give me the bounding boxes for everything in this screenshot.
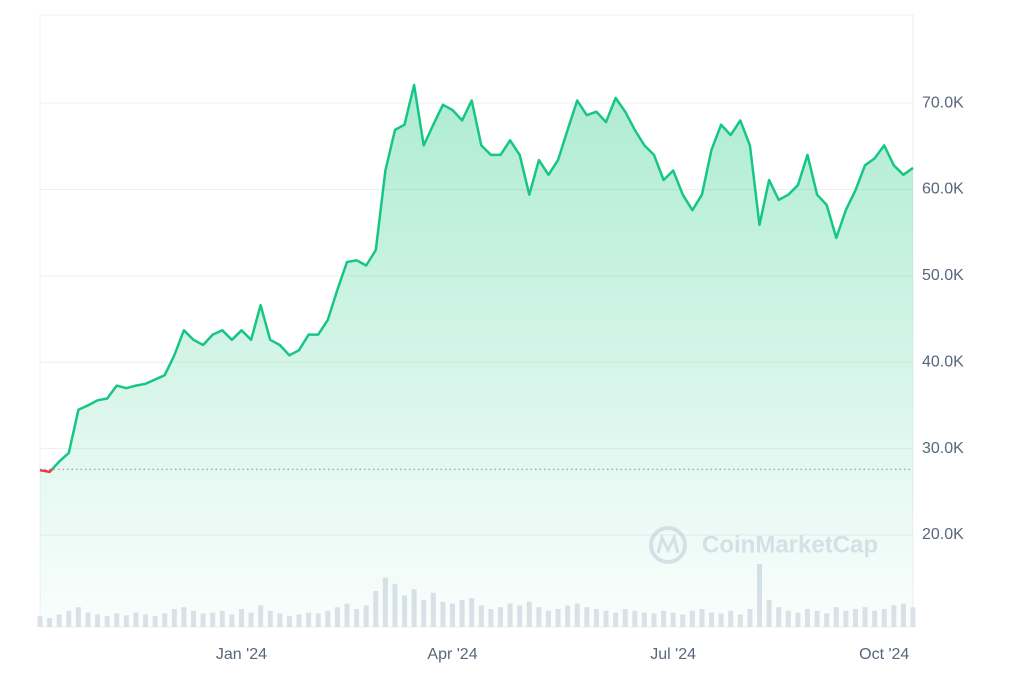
x-tick-label: Jan '24 (216, 646, 267, 663)
area-fill (40, 85, 913, 627)
x-tick-label: Apr '24 (427, 646, 477, 663)
y-tick-label: 50.0K (922, 267, 964, 284)
watermark-text: CoinMarketCap (702, 531, 878, 558)
x-tick-label: Jul '24 (650, 646, 696, 663)
y-tick-label: 60.0K (922, 181, 964, 198)
watermark: CoinMarketCap (649, 526, 878, 564)
x-tick-label: Oct '24 (859, 646, 909, 663)
y-tick-label: 70.0K (922, 94, 964, 111)
y-tick-label: 30.0K (922, 440, 964, 457)
y-tick-label: 40.0K (922, 353, 964, 370)
y-tick-label: 20.0K (922, 526, 964, 543)
price-line (40, 83, 914, 470)
